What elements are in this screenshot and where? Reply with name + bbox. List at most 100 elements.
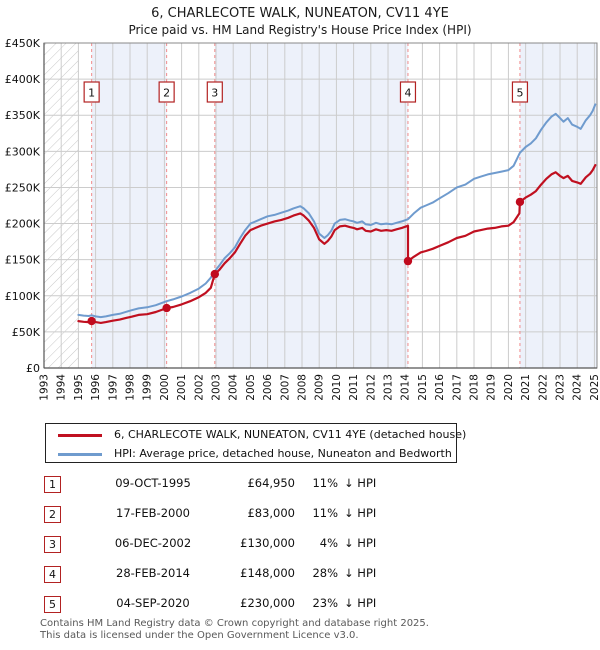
sale-number-label: 3 [211, 87, 218, 100]
legend-label: HPI: Average price, detached house, Nune… [114, 447, 452, 460]
row-price: £130,000 [240, 536, 295, 550]
sale-number-badge [206, 81, 223, 103]
row-hpi-diff-pct: 11% [312, 476, 338, 490]
x-tick-label: 1996 [90, 374, 102, 401]
x-tick-label: 2012 [365, 374, 377, 401]
x-tick-label: 1998 [125, 374, 137, 401]
x-tick-label: 2023 [555, 374, 567, 401]
row-hpi-diff-ref: ↓ HPI [344, 566, 377, 580]
ownership-band [91, 43, 167, 368]
row-number-badge: 3 [44, 536, 61, 553]
x-tick-label: 2002 [193, 374, 205, 401]
y-tick-label: £450K [5, 37, 41, 50]
legend-item-property: 6, CHARLECOTE WALK, NUNEATON, CV11 4YE (… [46, 427, 466, 443]
x-tick-label: 1997 [107, 374, 119, 401]
x-tick-label: 2022 [537, 374, 549, 401]
footer-line1: Contains HM Land Registry data © Crown c… [40, 618, 429, 629]
row-date: 17-FEB-2000 [116, 506, 190, 520]
row-hpi-diff-ref: ↓ HPI [344, 596, 377, 610]
sale-point [403, 256, 413, 266]
x-tick-label: 2014 [400, 374, 412, 401]
sale-point [87, 316, 96, 326]
legend: 6, CHARLECOTE WALK, NUNEATON, CV11 4YE (… [45, 423, 466, 463]
y-tick-label: £0 [26, 362, 40, 375]
row-price: £148,000 [240, 566, 295, 580]
y-tick-label: £400K [5, 73, 41, 86]
row-hpi-diff-ref: ↓ HPI [344, 506, 377, 520]
row-number-badge: 2 [44, 506, 61, 523]
row-hpi-diff-pct: 11% [312, 506, 338, 520]
y-tick-label: £200K [5, 218, 41, 231]
table-row: 5 04-SEP-2020 £230,000 23% ↓ HPI [40, 592, 560, 622]
x-tick-label: 2018 [469, 374, 481, 401]
legend-item-hpi: HPI: Average price, detached house, Nune… [46, 446, 456, 462]
page-subtitle: Price paid vs. HM Land Registry's House … [128, 23, 472, 37]
x-tick-label: 2016 [434, 374, 446, 401]
hpi-series-line [77, 103, 597, 319]
sale-number-badge [511, 81, 529, 103]
row-hpi-diff-pct: 23% [312, 596, 338, 610]
page-title: 6, CHARLECOTE WALK, NUNEATON, CV11 4YE [151, 6, 449, 21]
x-tick-label: 2006 [262, 374, 274, 401]
table-row: 4 28-FEB-2014 £148,000 28% ↓ HPI [40, 562, 560, 592]
x-tick-label: 2015 [417, 374, 429, 401]
x-tick-label: 2019 [486, 374, 498, 401]
y-tick-label: £50K [12, 326, 41, 339]
x-tick-label: 1999 [142, 374, 154, 401]
y-tick-label: £150K [5, 254, 41, 267]
table-row: 1 09-OCT-1995 £64,950 11% ↓ HPI [40, 472, 560, 502]
x-tick-label: 2025 [589, 374, 600, 401]
property-series-line [77, 164, 597, 324]
sale-number-badge [158, 81, 175, 103]
row-price: £83,000 [247, 506, 295, 520]
x-tick-label: 2004 [228, 374, 240, 401]
sale-point [162, 303, 171, 313]
row-date: 28-FEB-2014 [116, 566, 190, 580]
row-date: 06-DEC-2002 [114, 536, 192, 550]
y-tick-label: £350K [5, 109, 41, 122]
row-date: 09-OCT-1995 [115, 476, 191, 490]
row-price: £230,000 [240, 596, 295, 610]
legend-line-swatch [58, 434, 102, 437]
x-tick-label: 1994 [56, 374, 68, 401]
table-row: 2 17-FEB-2000 £83,000 11% ↓ HPI [40, 502, 560, 532]
footer: Contains HM Land Registry data © Crown c… [40, 618, 429, 641]
sales-table: 1 09-OCT-1995 £64,950 11% ↓ HPI 2 17-FEB-2000 £… [40, 472, 560, 622]
x-tick-label: 2021 [520, 374, 532, 401]
x-tick-label: 2007 [279, 374, 291, 401]
row-number-badge: 1 [44, 476, 61, 493]
x-tick-label: 2010 [331, 374, 343, 401]
x-tick-label: 1993 [39, 374, 51, 401]
x-tick-label: 2000 [159, 374, 171, 401]
y-tick-label: £250K [5, 181, 41, 194]
row-hpi-diff-ref: ↓ HPI [344, 536, 377, 550]
sale-number-label: 2 [163, 87, 170, 100]
ownership-band [214, 43, 408, 368]
row-hpi-diff-pct: 28% [312, 566, 338, 580]
x-tick-label: 2017 [451, 374, 463, 401]
y-tick-label: £300K [5, 145, 41, 158]
row-hpi-diff-ref: ↓ HPI [344, 476, 377, 490]
row-price: £64,950 [247, 476, 295, 490]
footer-line2: This data is licensed under the Open Gov… [40, 629, 359, 641]
sale-number-label: 5 [516, 87, 523, 100]
legend-label: 6, CHARLECOTE WALK, NUNEATON, CV11 4YE (… [114, 428, 467, 441]
sale-number-badge [399, 81, 417, 103]
x-tick-label: 2008 [297, 374, 309, 401]
table-row: 3 06-DEC-2002 £130,000 4% ↓ HPI [40, 532, 560, 562]
x-tick-label: 2011 [348, 374, 360, 401]
row-date: 04-SEP-2020 [116, 596, 190, 610]
price-chart: 1 2 3 4 5 £0 £50K £100K £150K £200K £250K £300K £350… [5, 37, 600, 401]
sale-point [515, 197, 525, 207]
x-tick-label: 2003 [211, 374, 223, 401]
sale-point [210, 269, 220, 279]
ownership-band [519, 43, 597, 368]
x-tick-label: 2013 [383, 374, 395, 401]
row-number-badge: 4 [44, 566, 61, 583]
sale-number-label: 1 [88, 87, 95, 100]
sale-number-badge [83, 81, 100, 103]
x-tick-label: 2024 [572, 374, 584, 401]
x-tick-label: 1995 [73, 374, 85, 401]
x-tick-label: 2005 [245, 374, 257, 401]
